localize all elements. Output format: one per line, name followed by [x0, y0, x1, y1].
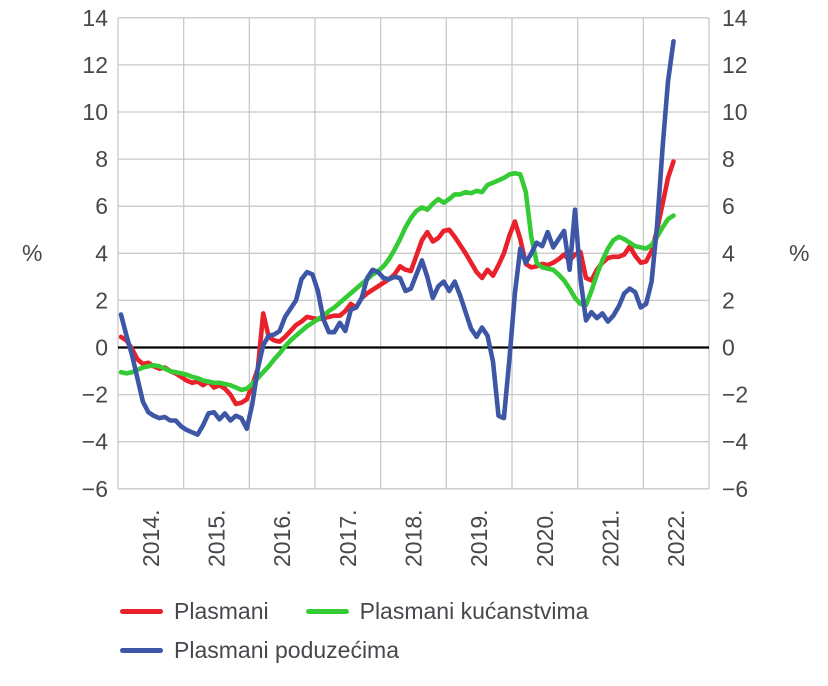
year-label: 2021. — [598, 509, 624, 567]
y-tick-right: 2 — [722, 287, 735, 313]
y-tick-left: 4 — [95, 240, 108, 266]
legend-label: Plasmani kućanstvima — [359, 598, 589, 624]
y-tick-left: 8 — [95, 146, 108, 172]
y-tick-right: 0 — [722, 335, 735, 361]
y-tick-left: 2 — [95, 287, 108, 313]
legend-swatch-green-line — [305, 609, 349, 614]
y-tick-right: −6 — [722, 476, 748, 502]
y-tick-right: 10 — [722, 99, 748, 125]
y-tick-left: −6 — [82, 476, 108, 502]
legend-item-plasmani: Plasmani — [120, 596, 269, 627]
y-tick-right: 12 — [722, 52, 748, 78]
series-line-1 — [118, 170, 676, 393]
y-tick-left: 6 — [95, 193, 108, 219]
year-label: 2015. — [204, 509, 230, 567]
y-tick-right: 8 — [722, 146, 735, 172]
percent-label-right: % — [789, 240, 809, 266]
legend-swatch-blue-line — [120, 648, 163, 653]
y-tick-left: 14 — [82, 5, 108, 31]
year-label: 2022. — [663, 509, 689, 567]
year-label: 2020. — [532, 509, 558, 567]
y-tick-right: 6 — [722, 193, 735, 219]
legend-item-plasmani-poduzecima: Plasmani poduzećima — [120, 635, 399, 666]
y-axis-labels: 14 14 12 12 10 10 8 8 6 6 4 4 2 2 0 0 −2 −2 −4 −4 −6 −6 — [82, 5, 749, 502]
legend-swatch-red-line — [120, 609, 163, 614]
y-tick-right: −4 — [722, 429, 748, 455]
y-tick-right: 14 — [722, 5, 748, 31]
legend-item-plasmani-kucanstvima: Plasmani kućanstvima — [305, 596, 589, 627]
y-tick-left: 10 — [82, 99, 108, 125]
y-tick-right: 4 — [722, 240, 735, 266]
y-tick-left: 0 — [95, 335, 108, 361]
y-tick-left: −4 — [82, 429, 108, 455]
legend-label: Plasmani — [174, 598, 269, 624]
y-tick-left: −2 — [82, 382, 108, 408]
year-label: 2017. — [335, 509, 361, 567]
gridlines — [117, 17, 710, 490]
percent-label-left: % — [22, 240, 42, 266]
year-label: 2014. — [138, 509, 164, 567]
chart-legend: Plasmani Plasmani kućanstvima Plasmani p… — [120, 596, 760, 666]
year-label: 2018. — [401, 509, 427, 567]
x-axis-year-labels: 2014. 2015. 2016. 2017. 2018. 2019. 2020. 2021.… — [138, 509, 689, 567]
series-line-0 — [118, 159, 676, 407]
series-line-2 — [118, 38, 676, 437]
y-tick-left: 12 — [82, 52, 108, 78]
year-label: 2019. — [466, 509, 492, 567]
legend-label: Plasmani poduzećima — [174, 637, 400, 663]
y-tick-right: −2 — [722, 382, 748, 408]
year-label: 2016. — [269, 509, 295, 567]
